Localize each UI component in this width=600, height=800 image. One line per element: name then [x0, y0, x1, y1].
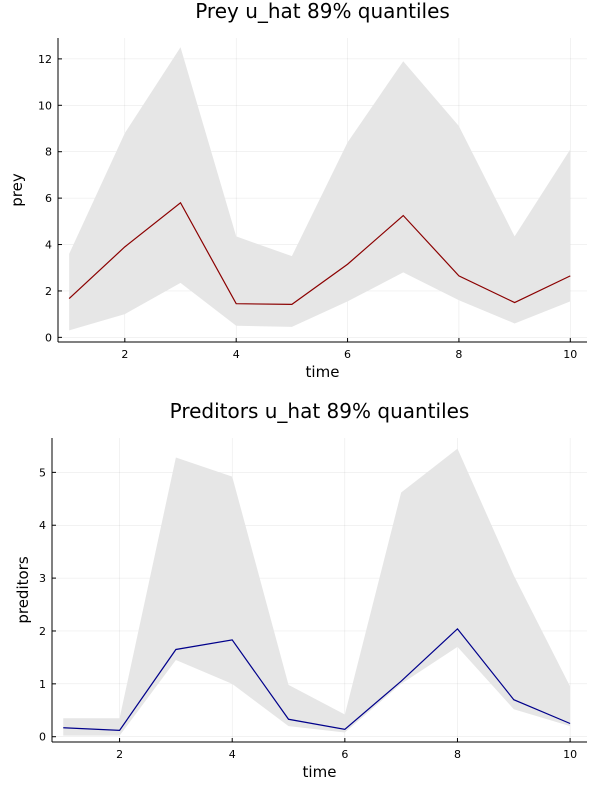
- x-tick-label: 6: [341, 748, 348, 761]
- median-line: [68, 201, 571, 306]
- chart-title: Prey u_hat 89% quantiles: [195, 0, 450, 23]
- y-tick-label: 0: [45, 331, 52, 344]
- y-tick-label: 2: [45, 285, 52, 298]
- y-tick-label: 4: [45, 239, 52, 252]
- y-tick-label: 2: [39, 625, 46, 638]
- y-tick-label: 12: [38, 53, 52, 66]
- x-tick-label: 4: [233, 348, 240, 361]
- chart-title: Preditors u_hat 89% quantiles: [170, 399, 470, 423]
- x-tick-label: 8: [454, 748, 461, 761]
- y-tick-label: 8: [45, 146, 52, 159]
- x-tick-label: 10: [563, 348, 577, 361]
- y-tick-label: 4: [39, 519, 46, 532]
- chart-panel-2: 2 4 6 8 10 0 1 2 3 4 5 Preditors u_hat 89% quantile…: [14, 399, 587, 781]
- y-tick-label: 5: [39, 466, 46, 479]
- y-tick-label: 0: [39, 731, 46, 744]
- y-tick-label: 3: [39, 572, 46, 585]
- y-axis-label: prey: [8, 173, 26, 207]
- x-tick-label: 2: [121, 348, 128, 361]
- quantile-band: [69, 47, 571, 331]
- y-tick-label: 6: [45, 192, 52, 205]
- median-line: [63, 627, 571, 731]
- y-axis-label: preditors: [14, 556, 32, 624]
- x-axis-label: time: [306, 363, 340, 381]
- x-tick-label: 4: [229, 748, 236, 761]
- x-tick-label: 6: [344, 348, 351, 361]
- x-tick-label: 2: [116, 748, 123, 761]
- x-tick-label: 10: [563, 748, 577, 761]
- y-tick-label: 10: [38, 99, 52, 112]
- y-tick-label: 1: [39, 678, 46, 691]
- x-axis-label: time: [303, 763, 337, 781]
- chart-panel-1: 2 4 6 8 10 0 2 4 6 8 10 12 Prey u_hat 89% quantiles t…: [8, 0, 587, 381]
- x-tick-label: 8: [455, 348, 462, 361]
- quantile-band: [63, 448, 571, 736]
